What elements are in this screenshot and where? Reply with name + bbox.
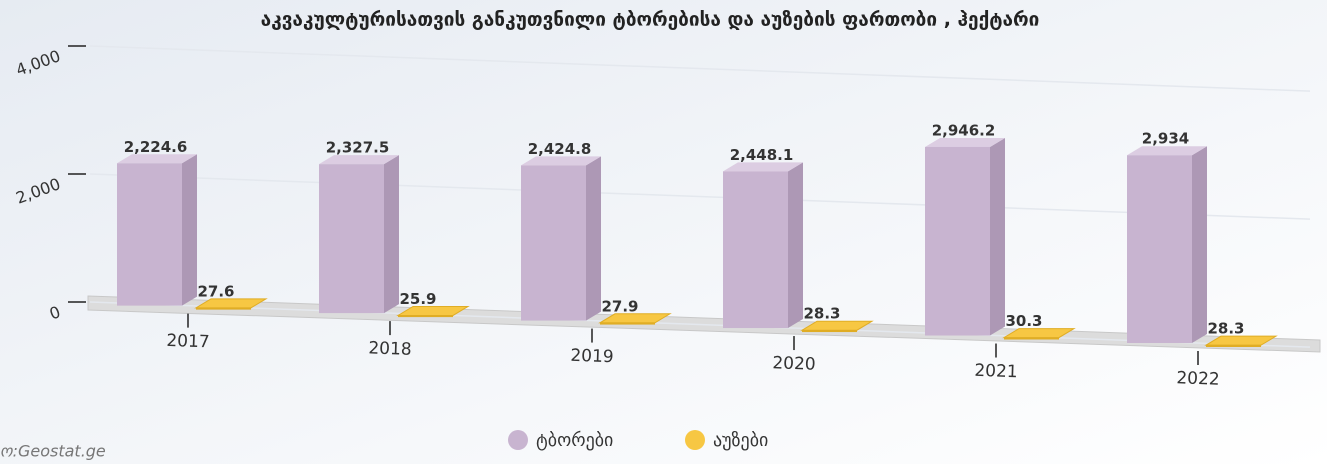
- bar-top: [723, 162, 803, 172]
- legend-label: აუზები: [713, 430, 768, 451]
- x-tick-label: 2018: [368, 338, 412, 359]
- x-tick-label: 2020: [772, 353, 816, 374]
- data-label: 28.3: [803, 305, 840, 323]
- x-tick-label: 2022: [1176, 368, 1220, 389]
- data-label: 2,934: [1142, 130, 1189, 148]
- bar-front: [1004, 337, 1059, 340]
- bar-top: [521, 156, 601, 166]
- data-label: 2,327.5: [326, 139, 390, 157]
- x-tick-label: 2021: [974, 361, 1018, 382]
- bar-front: [600, 322, 655, 325]
- bar: [117, 163, 182, 306]
- data-label: 2,448.1: [730, 146, 794, 164]
- bar-front: [196, 307, 251, 310]
- bar-side: [182, 154, 197, 306]
- bar-top: [925, 137, 1005, 147]
- bar-top: [319, 155, 399, 165]
- bar-side: [1192, 146, 1207, 343]
- data-label: 28.3: [1207, 320, 1244, 338]
- data-label: 25.9: [399, 290, 436, 308]
- data-label: 27.9: [601, 297, 638, 315]
- bar-top: [1127, 146, 1207, 156]
- bar-top: [117, 154, 197, 164]
- bar-side: [586, 156, 601, 321]
- bar-front: [1206, 345, 1261, 347]
- x-tick-label: 2019: [570, 346, 614, 367]
- bar: [723, 171, 788, 329]
- data-label: 2,424.8: [528, 140, 592, 158]
- legend-marker: [685, 430, 705, 450]
- grid-line: [89, 45, 1311, 92]
- legend-marker: [508, 430, 528, 450]
- bar: [521, 165, 586, 321]
- x-tick-label: 2017: [166, 331, 210, 352]
- chart-title: აკვაკულტურისათვის განკუთვნილი ტბორებისა …: [261, 9, 1040, 31]
- legend-label: ტბორები: [536, 430, 613, 451]
- grid-line: [89, 173, 1311, 220]
- bar-front: [802, 330, 857, 333]
- bar: [925, 146, 990, 336]
- bar: [319, 164, 384, 314]
- bar-side: [788, 162, 803, 329]
- bar-side: [384, 155, 399, 314]
- data-label: 2,224.6: [124, 138, 188, 156]
- source: ო:Geostat.ge: [0, 442, 106, 461]
- data-label: 2,946.2: [932, 121, 996, 139]
- bar-front: [398, 315, 453, 318]
- bar-side: [990, 137, 1005, 336]
- data-label: 30.3: [1005, 312, 1042, 330]
- data-label: 27.6: [197, 282, 234, 300]
- bar: [1127, 155, 1192, 343]
- grid-line: [89, 301, 1311, 348]
